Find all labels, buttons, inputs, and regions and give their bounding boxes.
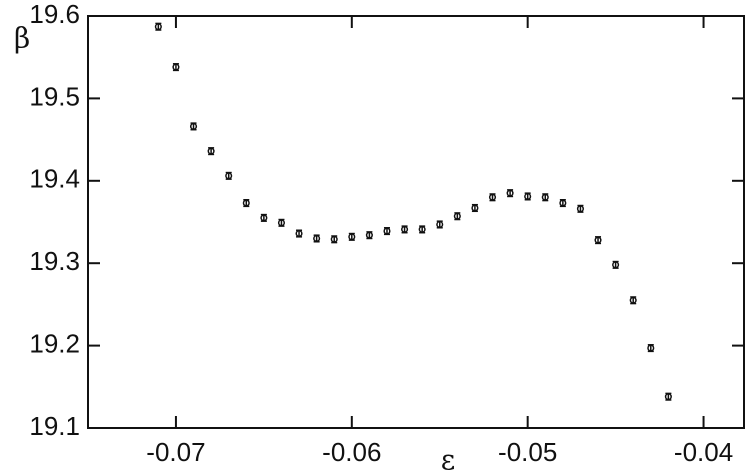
- point: [559, 199, 567, 207]
- point: [647, 344, 655, 352]
- point: [541, 193, 549, 201]
- point: [488, 193, 497, 201]
- point: [242, 199, 250, 207]
- point: [348, 233, 356, 241]
- y-tick-label: 19.4: [29, 164, 80, 194]
- point: [207, 147, 215, 155]
- point: [506, 189, 514, 197]
- x-tick-label: -0.07: [146, 437, 205, 467]
- point: [277, 219, 286, 227]
- point: [225, 172, 233, 180]
- y-tick-label: 19.1: [29, 411, 80, 441]
- point: [594, 236, 602, 244]
- point: [313, 234, 321, 243]
- point: [295, 229, 303, 238]
- point: [189, 122, 198, 130]
- point: [612, 261, 620, 269]
- point: [436, 220, 444, 229]
- point: [453, 212, 461, 220]
- x-axis-label: ε: [441, 444, 456, 473]
- y-tick-label: 19.2: [29, 328, 80, 358]
- point: [629, 296, 637, 304]
- y-tick-label: 19.5: [29, 81, 80, 111]
- point: [524, 192, 532, 201]
- point: [365, 231, 373, 239]
- point: [401, 225, 409, 233]
- y-tick-label: 19.3: [29, 246, 80, 276]
- plot-frame: [87, 15, 745, 429]
- point: [330, 235, 338, 243]
- y-tick-label: 19.6: [29, 0, 80, 29]
- y-axis-label: β: [14, 22, 30, 55]
- point: [576, 205, 584, 213]
- point: [664, 393, 672, 401]
- point: [383, 227, 391, 235]
- point: [418, 225, 426, 233]
- x-tick-label: -0.06: [322, 437, 381, 467]
- x-tick-label: -0.05: [498, 437, 557, 467]
- point: [471, 204, 479, 212]
- point: [172, 63, 180, 71]
- point: [154, 23, 162, 31]
- x-tick-label: -0.04: [674, 437, 733, 467]
- point: [260, 214, 268, 222]
